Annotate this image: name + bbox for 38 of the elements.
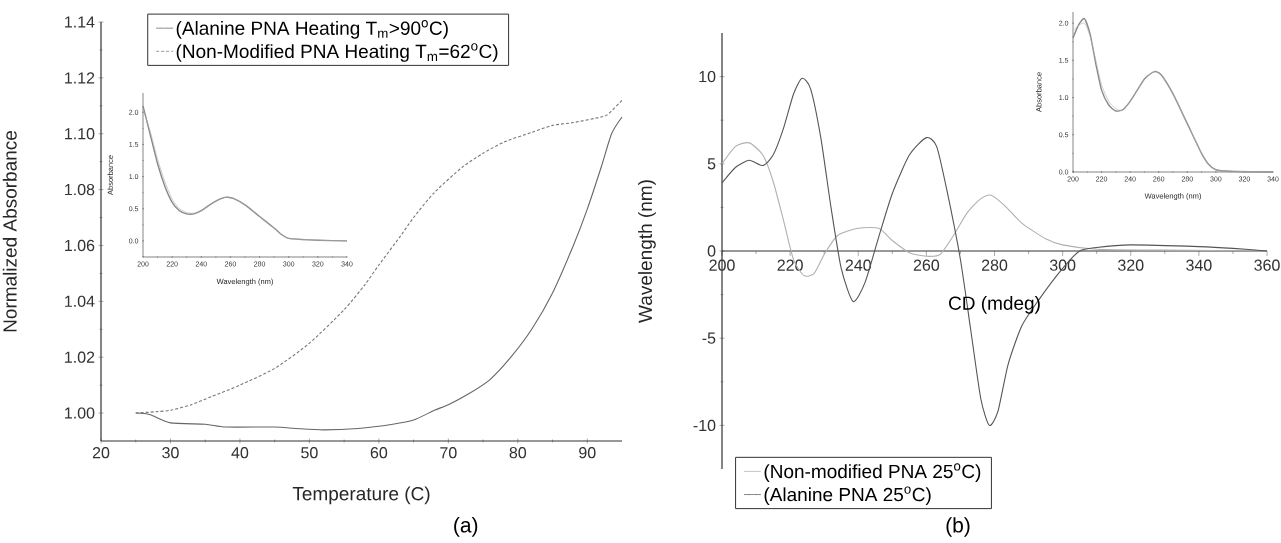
legend-label: (Non-modified PNA 25$^{o}$C): [764, 463, 981, 482]
x-tick-label: 360: [1254, 259, 1280, 271]
y-tick-label: 1.06: [65, 239, 95, 252]
x-tick-label: 240: [845, 259, 871, 271]
y-tick-label: 10: [699, 70, 716, 83]
x-tick-label: 70: [440, 447, 457, 459]
x-tick-label: 90: [579, 447, 596, 459]
y-tick-label: 1.08: [65, 183, 95, 196]
x-tick-label: 30: [162, 447, 179, 459]
y-tick-label: 0: [707, 245, 716, 257]
text: (a): [454, 517, 478, 537]
y-tick-label: -10: [693, 419, 716, 432]
legend-label: (Non-Modified PNA Heating T$_{m}$=62$^{o}$C): [176, 43, 498, 62]
legend-label: (Alanine PNA Heating T$_{m}$>90$^{o}$C): [176, 20, 448, 39]
y-tick-label: 1.10: [65, 128, 95, 140]
y-axis-title: Wavelength (nm): [638, 180, 656, 323]
y-tick-label: -5: [702, 332, 716, 344]
y-tick-label: 1.12: [65, 72, 95, 84]
x-tick-label: 50: [301, 447, 318, 459]
x-tick-label: 40: [231, 447, 249, 459]
y-tick-label: 1.14: [65, 16, 95, 28]
y-axis-title: Normalized Absorbance: [2, 131, 17, 332]
x-tick-label: 260: [913, 259, 940, 271]
x-tick-label: 280: [981, 259, 1008, 271]
x-axis-title: Temperature (C): [292, 486, 430, 505]
y-tick-label: 1.04: [65, 295, 95, 307]
x-tick-label: 80: [509, 447, 527, 459]
legend-label: (Alanine PNA 25$^{o}$C): [764, 486, 931, 506]
x-axis-title: CD (mdeg): [949, 295, 1040, 314]
y-tick-label: 1.02: [65, 351, 95, 363]
x-tick-label: 340: [1186, 259, 1212, 271]
x-tick-label: 220: [777, 259, 803, 271]
x-tick-label: 60: [370, 447, 388, 459]
x-tick-label: 320: [1118, 259, 1144, 271]
y-tick-label: 5: [707, 158, 716, 170]
x-tick-label: 20: [92, 447, 110, 459]
text: (b): [946, 517, 970, 537]
y-tick-label: 1.00: [65, 407, 95, 419]
